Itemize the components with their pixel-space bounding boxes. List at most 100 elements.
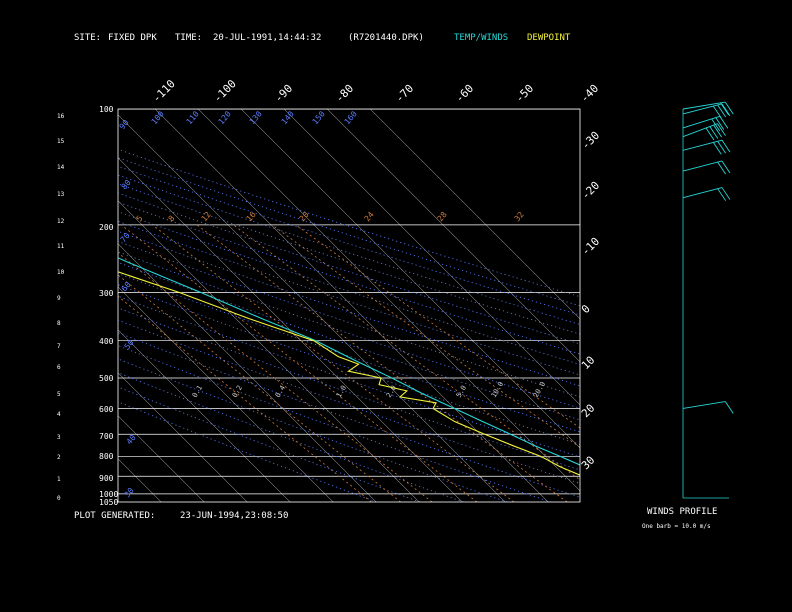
temperature-profile-line	[118, 257, 580, 466]
mixing-ratio-line	[196, 224, 568, 502]
mixing-ratio-top-label: 12	[200, 210, 213, 223]
isotherm	[326, 109, 580, 363]
wind-barb-flag	[721, 160, 731, 174]
mixing-ratio-line	[118, 295, 372, 502]
data-series	[118, 257, 580, 476]
generated-value: 23-JUN-1994,23:08:50	[180, 511, 289, 521]
pressure-tick-label: 200	[99, 223, 114, 232]
mixing-ratio-label: 5.0	[455, 384, 468, 399]
pressure-tick-label: 1000	[99, 490, 118, 499]
dry-adiabat	[118, 230, 580, 387]
height-tick-label: 10	[57, 269, 65, 276]
dry-adiabat	[118, 295, 580, 458]
wind-barb-flag	[717, 161, 727, 175]
legend-dewpoint: DEWPOINT	[527, 33, 571, 43]
isotherm	[118, 372, 248, 502]
dry-adiabat-label: 130	[248, 109, 264, 126]
barb-note: One barb = 10.0 m/s	[642, 523, 711, 530]
wind-barb-staff	[682, 401, 726, 409]
pressure-tick-label: 500	[99, 374, 114, 383]
height-tick-label: 12	[57, 218, 65, 225]
site-value: FIXED DPK	[108, 33, 157, 43]
time-label: TIME:	[175, 33, 203, 43]
pressure-tick-label: 700	[99, 432, 114, 441]
dry-adiabat	[118, 240, 580, 398]
mixing-ratio-line	[121, 224, 478, 502]
dry-adiabat	[118, 386, 421, 502]
height-tick-label: 11	[57, 243, 65, 250]
wind-barb-flag	[717, 141, 727, 154]
dry-adiabat-label: 80	[120, 178, 133, 191]
temperature-right-label: -30	[579, 129, 602, 152]
wind-barb-staff	[682, 160, 723, 172]
dry-adiabat-label: 90	[118, 118, 131, 131]
dry-adiabat	[118, 211, 580, 365]
dry-adiabat-label: 150	[311, 109, 327, 126]
wind-barb-flag	[717, 188, 727, 201]
temperature-top-label: -50	[513, 82, 536, 105]
dry-adiabat	[118, 319, 580, 484]
plot-frame	[117, 108, 581, 503]
mixing-ratio-label: 0.4	[274, 384, 287, 399]
wind-barb-flag	[720, 102, 729, 116]
pressure-tick-label: 800	[99, 452, 114, 461]
wind-barb-flag	[721, 187, 731, 200]
dewpoint-profile-line	[118, 271, 580, 476]
isotherm	[118, 114, 506, 502]
dry-adiabat-label: 110	[185, 109, 201, 126]
height-tick-label: 14	[57, 164, 65, 171]
isotherm	[118, 286, 334, 502]
mixing-ratio-top-label: 28	[436, 210, 449, 223]
dry-adiabat	[118, 192, 580, 345]
pressure-tick-label: 400	[99, 337, 114, 346]
wind-barb-flag	[717, 123, 726, 136]
wind-barb-flag	[712, 142, 722, 155]
wind-barb-flag	[713, 124, 723, 138]
temperature-right-label: -10	[579, 235, 602, 258]
temperature-top-label: -80	[333, 82, 356, 105]
isotherm	[118, 243, 377, 502]
temperature-right-label: 20	[579, 402, 598, 421]
wind-barb-staff	[682, 103, 723, 115]
height-tick-label: 3	[57, 434, 61, 441]
height-tick-label: 4	[57, 411, 61, 418]
temperature-right-label: 0	[579, 302, 593, 316]
dry-adiabat	[118, 272, 580, 433]
dry-adiabat	[118, 251, 580, 409]
height-tick-label: 6	[57, 364, 61, 371]
dry-adiabat-label: 40	[125, 433, 138, 446]
dry-adiabat	[118, 307, 580, 471]
dry-adiabat-label: 140	[280, 109, 296, 126]
wind-barb-flag	[721, 103, 731, 117]
pressure-tick-label: 900	[99, 474, 114, 483]
dry-adiabat-label: 50	[123, 338, 136, 351]
mixing-ratio-line	[233, 224, 580, 481]
isotherm	[197, 109, 580, 492]
pressure-tick-label: 1050	[99, 498, 118, 507]
generated-label: PLOT GENERATED:	[74, 511, 156, 521]
wind-barb-staff	[682, 123, 718, 138]
dry-adiabat	[118, 148, 580, 298]
height-tick-label: 16	[57, 113, 65, 120]
temperature-top-label: -70	[393, 82, 416, 105]
mixing-ratio-line	[118, 252, 433, 502]
wind-barb-flag	[711, 118, 721, 132]
mixing-ratio-line	[271, 224, 580, 448]
file-id: (R7201440.DPK)	[348, 33, 424, 43]
winds-profile-panel	[682, 101, 734, 499]
isotherm	[0, 109, 32, 502]
mixing-ratio-label: 0.2	[231, 384, 244, 399]
dry-adiabat-label: 120	[217, 109, 233, 126]
isotherm	[118, 157, 463, 502]
temperature-right-label: -20	[579, 179, 602, 202]
winds-profile-title: WINDS PROFILE	[647, 507, 718, 517]
height-tick-label: 13	[57, 191, 65, 198]
mixing-ratio-line	[295, 224, 580, 429]
wind-barb-flag	[724, 401, 734, 414]
isotherm	[283, 109, 580, 406]
mixing-ratio-top-label: 20	[298, 210, 311, 223]
site-label: SITE:	[74, 33, 102, 43]
wind-barb-flag	[712, 105, 722, 119]
temperature-top-label: -100	[211, 77, 239, 105]
isotherm	[118, 415, 205, 502]
